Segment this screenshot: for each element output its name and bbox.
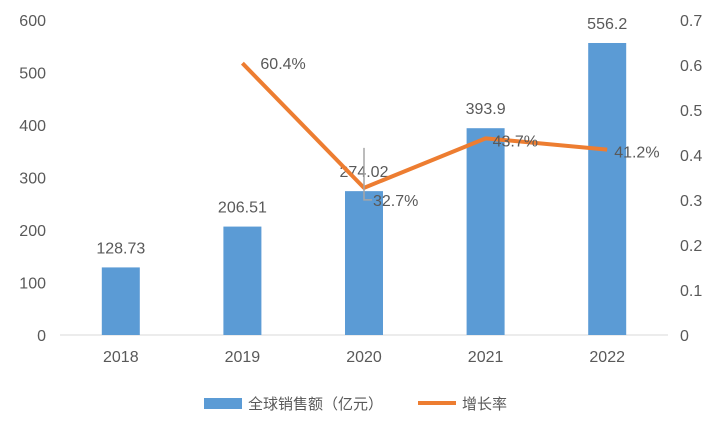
line-series: 60.4% 32.7% 43.7% 41.2% xyxy=(240,56,660,210)
legend-label-bar: 全球销售额（亿元） xyxy=(248,395,383,413)
bar-data-label: 206.51 xyxy=(218,200,267,217)
legend-swatch-bar xyxy=(204,398,242,409)
right-tick-label: 0.3 xyxy=(680,193,702,210)
bar xyxy=(101,267,140,335)
left-tick-label: 500 xyxy=(19,66,46,83)
bar-data-label: 393.9 xyxy=(466,101,506,118)
x-tick-label: 2020 xyxy=(346,349,382,366)
legend-label-line: 增长率 xyxy=(462,396,507,413)
right-tick-label: 0.4 xyxy=(680,148,702,165)
right-tick-label: 0.7 xyxy=(680,13,702,30)
bar-data-label: 556.2 xyxy=(587,16,627,33)
right-tick-label: 0.5 xyxy=(680,103,702,120)
growth-line xyxy=(240,61,608,190)
right-axis: 0 0.1 0.2 0.3 0.4 0.5 0.6 0.7 xyxy=(680,13,702,345)
right-tick-label: 0.6 xyxy=(680,58,702,75)
left-tick-label: 600 xyxy=(19,13,46,30)
bar xyxy=(466,128,505,335)
x-tick-label: 2022 xyxy=(589,349,625,366)
right-tick-label: 0 xyxy=(680,328,689,345)
x-tick-label: 2019 xyxy=(225,349,261,366)
left-tick-label: 300 xyxy=(19,171,46,188)
bar xyxy=(223,226,262,335)
x-axis: 2018 2019 2020 2021 2022 xyxy=(103,349,625,366)
line-data-label: 41.2% xyxy=(614,145,659,162)
right-tick-label: 0.2 xyxy=(680,238,702,255)
left-tick-label: 100 xyxy=(19,276,46,293)
line-data-label: 43.7% xyxy=(493,133,538,150)
left-tick-label: 200 xyxy=(19,223,46,240)
legend: 全球销售额（亿元） 增长率 xyxy=(204,395,507,413)
bar xyxy=(588,42,627,336)
bar-data-label: 128.73 xyxy=(96,240,145,257)
right-tick-label: 0.1 xyxy=(680,283,702,300)
bar xyxy=(345,191,383,335)
left-axis: 0 100 200 300 400 500 600 xyxy=(19,13,46,345)
x-tick-label: 2021 xyxy=(468,349,504,366)
left-tick-label: 0 xyxy=(37,328,46,345)
line-data-label: 32.7% xyxy=(373,193,418,210)
left-tick-label: 400 xyxy=(19,118,46,135)
x-tick-label: 2018 xyxy=(103,349,139,366)
leader-line xyxy=(363,147,372,201)
line-data-label: 60.4% xyxy=(260,56,305,73)
